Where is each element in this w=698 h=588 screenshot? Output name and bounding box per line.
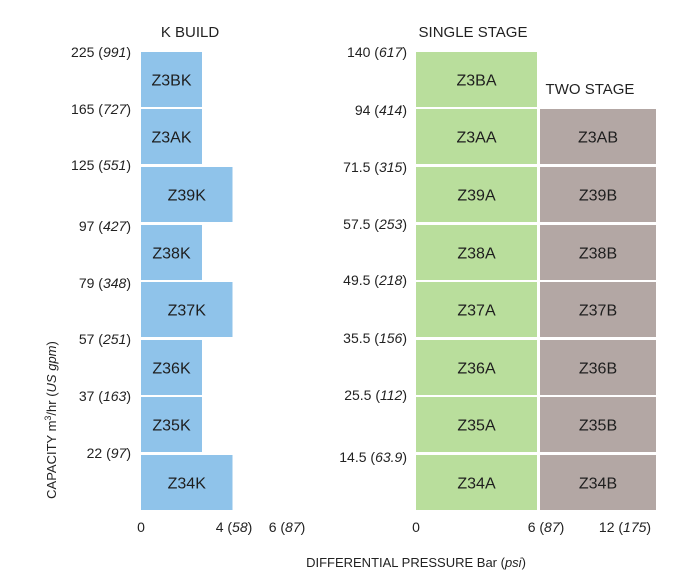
bar-label-z39k: Z39K (168, 188, 207, 205)
bar-label-z39a: Z39A (457, 188, 496, 205)
bar-z38k (141, 225, 202, 280)
bar-z34b (540, 455, 656, 510)
bar-z39b (540, 167, 656, 222)
bar-label-z38a: Z38A (457, 246, 496, 263)
bar-label-z36k: Z36K (152, 361, 191, 378)
bar-label-z35a: Z35A (457, 418, 496, 435)
ss-y-tick-14.5: 14.5 (63.9) (339, 449, 407, 465)
bar-label-z3ab: Z3AB (578, 130, 618, 147)
k-build-bars: Z3BK Z3AK Z39K Z38K Z37K Z36K Z35K Z34K (141, 52, 233, 510)
k-y-tick-97: 97 (427) (79, 218, 131, 234)
k-y-tick-37: 37 (163) (79, 388, 131, 404)
k-y-tick-22: 22 (97) (87, 445, 131, 461)
bar-label-z39b: Z39B (579, 188, 617, 205)
k-y-tick-165: 165 (727) (71, 101, 131, 117)
bar-z35k (141, 397, 202, 452)
ss-y-tick-35.5: 35.5 (156) (343, 330, 407, 346)
single-stage-bars: Z3BA Z3AA Z39A Z38A Z37A Z36A Z35A Z34A (416, 52, 537, 510)
single-stage-title: SINGLE STAGE (419, 24, 528, 41)
ss-y-tick-71.5: 71.5 (315) (343, 159, 407, 175)
bar-label-z38b: Z38B (579, 246, 617, 263)
ss-y-tick-25.5: 25.5 (112) (344, 387, 407, 403)
bar-label-z3bk: Z3BK (151, 73, 191, 90)
ss-x-tick-0: 0 (412, 519, 420, 535)
bar-label-z36a: Z36A (457, 361, 496, 378)
y-axis-title: CAPACITY m3/hr (US gpm) (43, 341, 59, 499)
bar-label-z37k: Z37K (168, 303, 207, 320)
bar-z3bk (141, 52, 202, 107)
ss-y-tick-94: 94 (414) (355, 102, 407, 118)
bar-z37a (416, 282, 537, 337)
bar-label-z3ak: Z3AK (151, 130, 191, 147)
bar-z36k (141, 340, 202, 395)
ss-x-tick-12: 12 (175) (599, 519, 651, 535)
bar-z34a (416, 455, 537, 510)
bar-z36b (540, 340, 656, 395)
bar-z35a (416, 397, 537, 452)
k-x-tick-0: 0 (137, 519, 145, 535)
bar-z3ba (416, 52, 537, 107)
bar-label-z34b: Z34B (579, 476, 617, 493)
bar-label-z38k: Z38K (152, 246, 191, 263)
k-y-tick-225: 225 (991) (71, 44, 131, 60)
bar-z38b (540, 225, 656, 280)
ss-y-tick-140: 140 (617) (347, 44, 407, 60)
bar-z3aa (416, 109, 537, 164)
k-y-tick-57: 57 (251) (79, 331, 131, 347)
bar-z34k (141, 455, 233, 510)
single-stage-x-ticks: 0 6 (87) 12 (175) (412, 519, 651, 535)
x-axis-title: DIFFERENTIAL PRESSURE Bar (psi) (306, 555, 526, 570)
bar-label-z3aa: Z3AA (456, 130, 496, 147)
bar-label-z36b: Z36B (579, 361, 617, 378)
bar-label-z37a: Z37A (457, 303, 496, 320)
k-x-tick-6: 6 (87) (269, 519, 306, 535)
ss-y-tick-57.5: 57.5 (253) (343, 216, 407, 232)
k-build-y-ticks: 225 (991) 165 (727) 125 (551) 97 (427) 79 (3… (71, 44, 131, 461)
bar-label-z35k: Z35K (152, 418, 191, 435)
bar-z38a (416, 225, 537, 280)
ss-x-tick-6: 6 (87) (528, 519, 565, 535)
k-build-x-ticks: 0 4 (58) 6 (87) (137, 519, 305, 535)
two-stage-bars: Z3AB Z39B Z38B Z37B Z36B Z35B Z34B (540, 109, 656, 510)
k-x-tick-4: 4 (58) (216, 519, 253, 535)
k-y-tick-79: 79 (348) (79, 275, 131, 291)
bar-z3ak (141, 109, 202, 164)
bar-z37b (540, 282, 656, 337)
bar-label-z34k: Z34K (168, 476, 207, 493)
bar-z37k (141, 282, 233, 337)
bar-label-z37b: Z37B (579, 303, 617, 320)
bar-z35b (540, 397, 656, 452)
bar-label-z34a: Z34A (457, 476, 496, 493)
bar-label-z3ba: Z3BA (456, 73, 496, 90)
ss-y-tick-49.5: 49.5 (218) (343, 272, 407, 288)
bar-z3ab (540, 109, 656, 164)
k-y-tick-125: 125 (551) (71, 157, 131, 173)
bar-label-z35b: Z35B (579, 418, 617, 435)
bar-z39a (416, 167, 537, 222)
two-stage-title: TWO STAGE (546, 81, 635, 98)
bar-z36a (416, 340, 537, 395)
k-build-title: K BUILD (161, 24, 220, 41)
single-stage-y-ticks: 140 (617) 94 (414) 71.5 (315) 57.5 (253) 49.… (339, 44, 407, 465)
bar-z39k (141, 167, 233, 222)
